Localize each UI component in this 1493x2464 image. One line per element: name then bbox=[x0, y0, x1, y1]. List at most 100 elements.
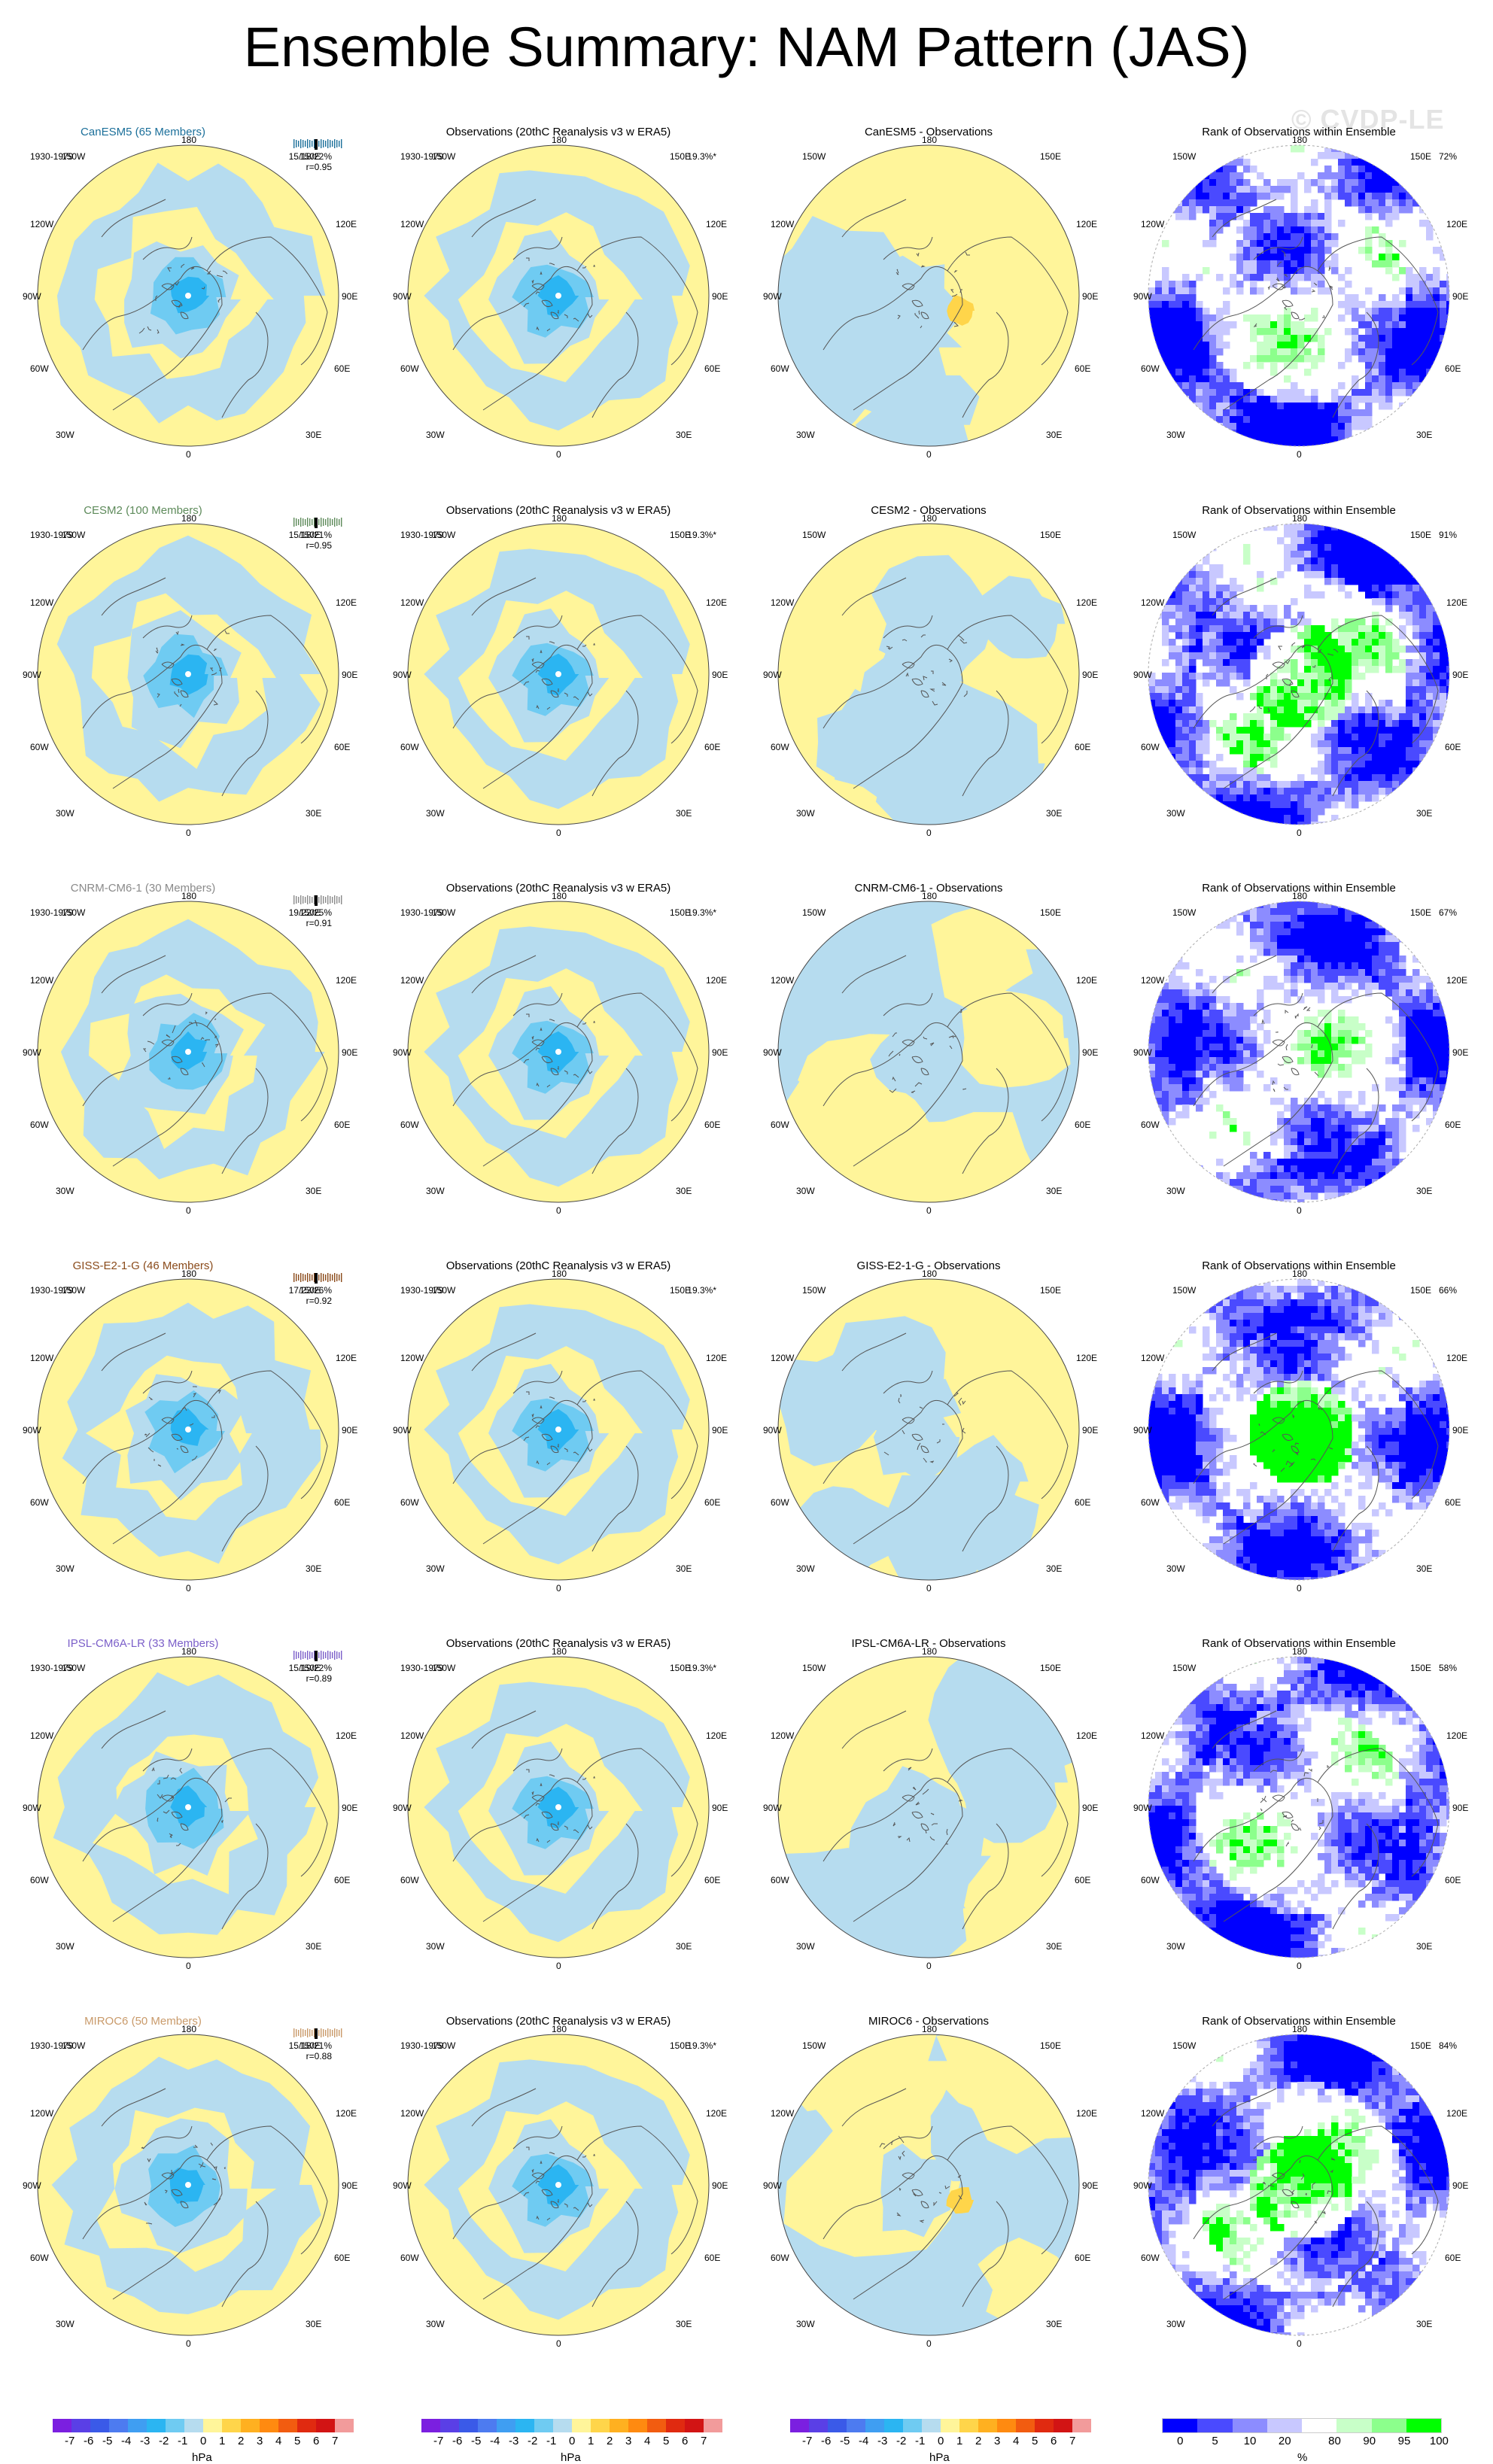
longitude-label-nw2: 120W bbox=[30, 597, 53, 608]
rank-map bbox=[1141, 2013, 1457, 2390]
rank-map-fill bbox=[1141, 880, 1457, 1226]
longitude-label-ne1: 150E bbox=[1410, 1285, 1431, 1296]
observation-pattern-panel-3: Observations (20thC Reanalysis v3 w ERA5… bbox=[400, 880, 716, 1256]
longitude-label-se2: 60E bbox=[1075, 742, 1090, 752]
colorbar-tick: 3 bbox=[625, 2435, 631, 2447]
rank-percent: 58% bbox=[1439, 1663, 1457, 1673]
rank-percent: 84% bbox=[1439, 2040, 1457, 2051]
longitude-label-se1: 30E bbox=[1416, 1941, 1432, 1952]
longitude-label-ne1: 150E bbox=[1040, 1663, 1061, 1673]
longitude-label-w: 90W bbox=[23, 2180, 41, 2191]
longitude-label-ne1: 150E bbox=[670, 907, 691, 918]
longitude-label-nw2: 120W bbox=[1141, 1353, 1164, 1363]
longitude-label-nw1: 150W bbox=[432, 530, 455, 540]
colorbar-swatch bbox=[297, 2419, 316, 2432]
polar-map bbox=[30, 2013, 346, 2390]
longitude-label-sw1: 30W bbox=[426, 1563, 445, 1574]
longitude-label-se2: 60E bbox=[1445, 1875, 1461, 1885]
colorbar-tick: 5 bbox=[1032, 2435, 1038, 2447]
longitude-label-se2: 60E bbox=[1445, 2253, 1461, 2263]
longitude-label-sw1: 30W bbox=[1166, 430, 1185, 440]
longitude-label-se1: 30E bbox=[676, 2319, 692, 2329]
colorbar-model bbox=[53, 2419, 354, 2432]
longitude-label-ne1: 150E bbox=[1410, 2040, 1431, 2051]
colorbar-swatch bbox=[1406, 2419, 1441, 2432]
longitude-label-s: 0 bbox=[186, 1961, 191, 1971]
longitude-label-ne2: 120E bbox=[706, 1730, 727, 1741]
longitude-label-sw1: 30W bbox=[1166, 1941, 1185, 1952]
longitude-label-nw1: 150W bbox=[62, 907, 85, 918]
colorbar-swatch bbox=[685, 2419, 704, 2432]
colorbar-tick: -2 bbox=[159, 2435, 169, 2447]
longitude-label-e: 90E bbox=[712, 1425, 728, 1436]
longitude-label-ne2: 120E bbox=[706, 1353, 727, 1363]
colorbar-swatch bbox=[203, 2419, 222, 2432]
longitude-label-ne2: 120E bbox=[706, 597, 727, 608]
longitude-label-sw1: 30W bbox=[796, 808, 815, 819]
colorbar-swatch bbox=[1197, 2419, 1232, 2432]
colorbar-swatch bbox=[809, 2419, 828, 2432]
longitude-label-ne1: 150E bbox=[670, 151, 691, 162]
colorbar-tick: 5 bbox=[663, 2435, 669, 2447]
polar-map bbox=[771, 124, 1087, 500]
colorbar-tick: -6 bbox=[452, 2435, 462, 2447]
longitude-label-sw2: 60W bbox=[771, 1497, 789, 1508]
longitude-label-sw2: 60W bbox=[1141, 2253, 1160, 2263]
rank-colorbar-tick: 5 bbox=[1212, 2435, 1218, 2447]
longitude-label-e: 90E bbox=[1082, 291, 1098, 302]
colorbar-swatch bbox=[1163, 2419, 1197, 2432]
colorbar-swatch bbox=[1054, 2419, 1072, 2432]
longitude-label-nw1: 150W bbox=[802, 151, 826, 162]
longitude-label-ne2: 120E bbox=[1076, 1353, 1097, 1363]
longitude-label-n: 180 bbox=[922, 513, 937, 524]
longitude-label-nw1: 150W bbox=[432, 1285, 455, 1296]
longitude-label-s: 0 bbox=[926, 2338, 932, 2349]
map-fill bbox=[30, 124, 346, 470]
longitude-label-n: 180 bbox=[922, 135, 937, 145]
longitude-label-sw1: 30W bbox=[56, 1563, 74, 1574]
colorbar-tick: -4 bbox=[490, 2435, 500, 2447]
longitude-label-se1: 30E bbox=[1416, 1563, 1432, 1574]
longitude-label-sw1: 30W bbox=[796, 1941, 815, 1952]
member-spread-bar bbox=[293, 1273, 346, 1284]
colorbar-swatch bbox=[553, 2419, 572, 2432]
longitude-label-n: 180 bbox=[922, 2024, 937, 2034]
colorbar-unit: hPa bbox=[561, 2451, 581, 2464]
polar-map bbox=[400, 2013, 716, 2390]
colorbar-tick: 6 bbox=[313, 2435, 319, 2447]
longitude-label-w: 90W bbox=[1133, 291, 1152, 302]
longitude-label-nw2: 120W bbox=[30, 2108, 53, 2119]
longitude-label-n: 180 bbox=[181, 135, 196, 145]
colorbar-tick: -5 bbox=[102, 2435, 112, 2447]
longitude-label-sw1: 30W bbox=[56, 1941, 74, 1952]
member-spread-bar bbox=[293, 139, 346, 150]
longitude-label-nw1: 150W bbox=[802, 907, 826, 918]
polar-map bbox=[400, 503, 716, 879]
member-spread-bar bbox=[293, 2028, 346, 2039]
colorbar-swatch bbox=[647, 2419, 666, 2432]
longitude-label-ne2: 120E bbox=[1446, 1353, 1467, 1363]
longitude-label-n: 180 bbox=[1292, 513, 1307, 524]
longitude-label-nw2: 120W bbox=[1141, 1730, 1164, 1741]
longitude-label-nw1: 150W bbox=[1172, 151, 1196, 162]
rank-colorbar-tick: 90 bbox=[1363, 2435, 1376, 2447]
longitude-label-ne2: 120E bbox=[1446, 219, 1467, 229]
longitude-label-sw2: 60W bbox=[400, 1120, 419, 1130]
longitude-label-ne2: 120E bbox=[1076, 1730, 1097, 1741]
longitude-label-s: 0 bbox=[1297, 1205, 1302, 1216]
longitude-label-ne2: 120E bbox=[1076, 975, 1097, 986]
longitude-label-se1: 30E bbox=[306, 2319, 321, 2329]
colorbar-swatch bbox=[53, 2419, 71, 2432]
pattern-correlation: r=0.89 bbox=[275, 1673, 332, 1684]
longitude-label-s: 0 bbox=[926, 1205, 932, 1216]
colorbar-swatch bbox=[1336, 2419, 1371, 2432]
longitude-label-n: 180 bbox=[552, 891, 567, 901]
longitude-label-nw1: 150W bbox=[1172, 1285, 1196, 1296]
longitude-label-se2: 60E bbox=[334, 742, 350, 752]
